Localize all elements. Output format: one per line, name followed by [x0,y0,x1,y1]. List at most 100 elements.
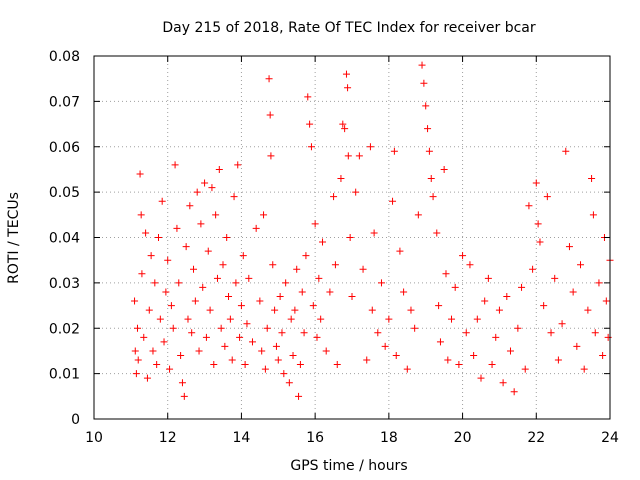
data-point-marker [226,315,234,323]
data-point-marker [221,342,229,350]
y-tick-label: 0 [71,412,80,428]
data-point-marker [248,338,256,346]
data-point-marker [422,102,430,110]
data-point-marker [599,351,607,359]
y-tick-labels: 0 0.01 0.02 0.03 0.04 0.05 0.06 0.07 0.08 [49,49,80,428]
data-point-marker [558,320,566,328]
data-point-marker [282,279,290,287]
data-point-marker [359,265,367,273]
data-point-marker [604,333,612,341]
data-point-marker [160,338,168,346]
data-point-marker [239,252,247,260]
data-point-marker [331,261,339,269]
data-point-marker [427,175,435,183]
data-point-marker [315,274,323,282]
data-point-marker [237,302,245,310]
data-point-marker [133,324,141,332]
data-point-marker [142,229,150,237]
data-point-marker [311,220,319,228]
data-point-marker [217,324,225,332]
data-point-marker [584,306,592,314]
data-point-marker [506,347,514,355]
data-point-marker [389,197,397,205]
data-point-marker [136,170,144,178]
data-point-marker [381,342,389,350]
data-point-marker [400,288,408,296]
data-point-marker [425,147,433,155]
data-point-marker [241,361,249,369]
data-point-marker [204,247,212,255]
data-point-marker [153,361,161,369]
data-point-marker [155,234,162,241]
data-point-marker [418,61,426,69]
data-point-marker [540,302,548,310]
data-point-marker [385,315,393,323]
y-tick-label: 0.05 [49,185,80,201]
data-point-marker [195,347,203,355]
x-tick-labels: 10 12 14 16 18 20 22 24 [85,430,619,446]
data-point-marker [420,79,428,87]
data-point-marker [180,392,188,400]
data-point-marker [317,315,325,323]
data-point-marker [326,288,334,296]
data-point-marker [306,120,314,128]
data-point-marker [363,356,371,364]
data-point-marker [346,234,354,241]
data-point-marker [392,351,400,359]
data-point-marker [173,224,181,232]
data-point-marker [451,283,459,291]
data-point-marker [272,342,280,350]
data-point-marker [573,342,581,350]
data-point-marker [260,211,268,219]
data-point-marker [488,361,496,369]
y-tick-label: 0.08 [49,49,80,65]
data-point-marker [368,306,376,314]
data-point-marker [534,220,542,228]
y-tick-label: 0.06 [49,140,80,156]
data-point-marker [266,111,274,119]
data-point-marker [208,184,216,192]
x-tick-label: 24 [601,430,619,446]
data-point-marker [377,279,385,287]
data-point-marker [429,193,437,201]
data-point-marker [147,252,155,260]
data-point-marker [210,361,218,369]
x-axis-label: GPS time / hours [290,458,407,474]
data-point-marker [591,329,599,337]
data-point-marker [190,265,198,273]
data-point-marker [577,261,585,269]
data-point-marker [295,392,303,400]
data-point-marker [252,224,260,232]
data-point-marker [477,374,485,382]
grid [94,56,610,419]
data-point-marker [178,379,186,387]
data-point-marker [390,147,398,155]
data-point-marker [442,270,450,278]
data-point-marker [551,274,559,282]
data-point-marker [348,292,356,300]
data-point-marker [191,297,199,305]
data-point-marker [232,279,240,287]
data-point-marker [536,238,544,246]
data-point-marker [149,347,157,355]
data-point-marker [134,356,142,364]
data-point-marker [495,306,503,314]
data-point-marker [138,270,146,278]
data-point-marker [554,356,562,364]
data-point-marker [278,329,286,337]
data-point-marker [164,256,172,264]
data-point-marker [197,220,205,228]
data-point-marker [355,152,363,160]
data-point-marker [298,288,306,296]
data-point-marker [212,211,220,219]
data-point-marker [352,188,360,196]
data-point-marker [285,379,293,387]
data-point-marker [366,143,374,151]
y-tick-label: 0.01 [49,367,80,383]
data-point-marker [193,188,201,196]
data-point-marker [337,175,345,183]
data-point-marker [514,324,522,332]
data-point-marker [280,370,288,378]
data-point-marker [466,261,474,269]
x-tick-label: 10 [85,430,103,446]
